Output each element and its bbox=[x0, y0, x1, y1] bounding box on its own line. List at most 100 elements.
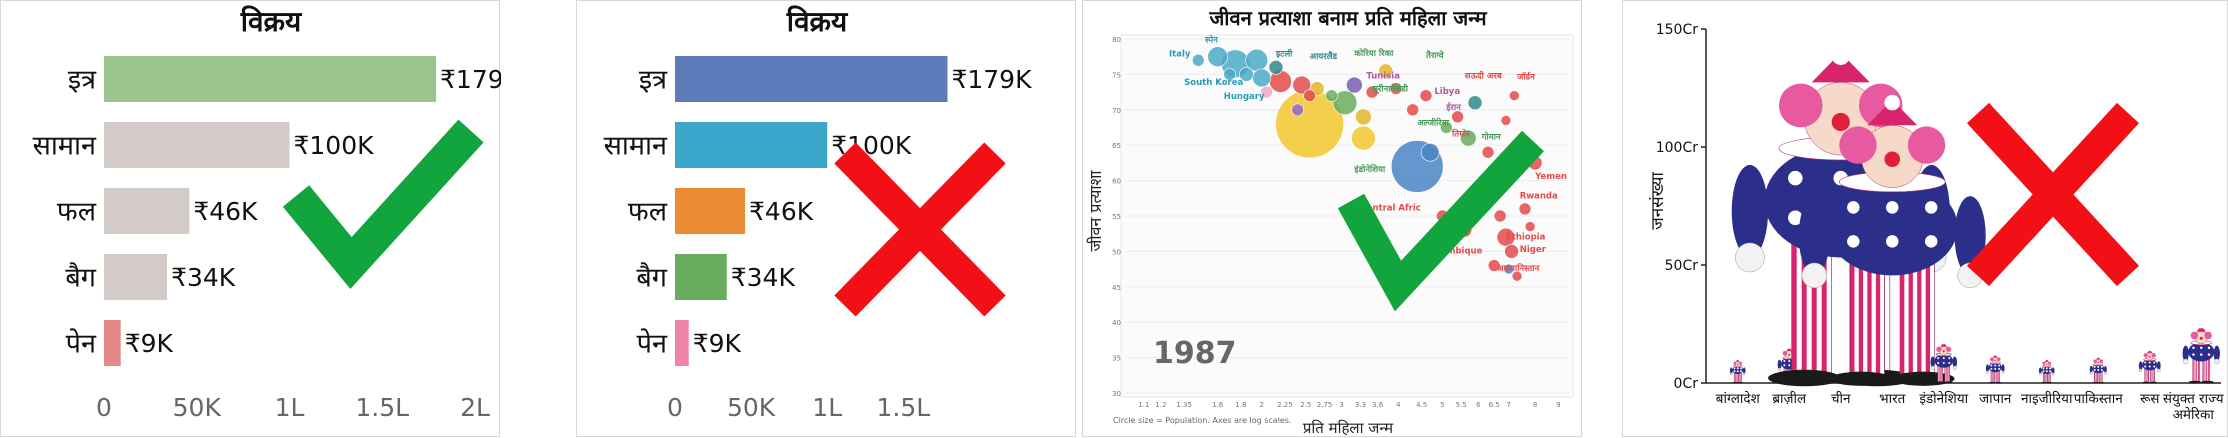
annotation-label: सऊदी अरब bbox=[1464, 71, 1503, 82]
category-label: पाकिस्तान bbox=[2074, 390, 2123, 407]
category-label: जापान bbox=[1979, 391, 2012, 407]
annotation-label: कोरिया रिका bbox=[1353, 48, 1394, 59]
data-point bbox=[1519, 203, 1531, 215]
value-label: ₹179K bbox=[951, 65, 1032, 94]
annotation-label: अफ़गानिस्तान bbox=[1497, 263, 1540, 274]
y-axis-label: जीवन प्रत्याशा bbox=[1086, 170, 1105, 252]
x-tick-label: 4.5 bbox=[1416, 401, 1427, 409]
category-label: पेन bbox=[66, 327, 97, 359]
value-label: ₹34K bbox=[731, 263, 796, 292]
x-tick-label: 3.3 bbox=[1355, 401, 1366, 409]
x-tick-label: 1.8 bbox=[1235, 401, 1246, 409]
data-point bbox=[1421, 143, 1439, 161]
value-label: ₹100K bbox=[294, 131, 375, 160]
category-label: बैग bbox=[65, 261, 96, 293]
category-label: ब्राज़ील bbox=[1772, 390, 1807, 407]
cross-mark-icon bbox=[845, 153, 995, 306]
y-tick-label: 40 bbox=[1112, 319, 1121, 327]
y-axis-label: जनसंख्या bbox=[1648, 172, 1668, 230]
category-label: रूस bbox=[2140, 391, 2160, 407]
clown-figure bbox=[1986, 354, 2005, 383]
x-tick-label: 1.1 bbox=[1138, 401, 1149, 409]
y-tick-label: 65 bbox=[1112, 142, 1121, 150]
category-label: चीन bbox=[1831, 390, 1851, 407]
x-tick-label: 1.6 bbox=[1212, 401, 1224, 409]
y-tick-label: 50 bbox=[1112, 248, 1121, 256]
x-tick-label: 9 bbox=[1556, 401, 1560, 409]
data-point bbox=[1269, 60, 1283, 74]
category-label: इत्र bbox=[639, 64, 668, 95]
annotation-label: Tunisia bbox=[1366, 72, 1400, 82]
annotation-label: इटली bbox=[1275, 49, 1293, 60]
bar bbox=[675, 254, 727, 300]
bar bbox=[675, 320, 689, 366]
annotation-label: आयरलैंड bbox=[1310, 51, 1338, 62]
x-tick-label: 3.6 bbox=[1372, 401, 1384, 409]
annotation-label: तैराग्वे bbox=[1425, 50, 1445, 61]
category-label: सामान bbox=[33, 130, 97, 161]
category-label: बैग bbox=[636, 261, 667, 293]
data-point bbox=[1192, 54, 1204, 66]
data-point bbox=[1494, 210, 1506, 222]
bar-chart-svg: विक्रय इत्र₹179Kसामान₹100Kफल₹46Kबैग₹34Kप… bbox=[577, 1, 1077, 438]
x-tick-label: 2 bbox=[1259, 401, 1263, 409]
year-label: 1987 bbox=[1153, 336, 1237, 371]
x-tick-label: 1.35 bbox=[1176, 401, 1192, 409]
y-tick-label: 100Cr bbox=[1656, 140, 1698, 156]
panel-1-good-bar-chart: विक्रय इत्र ₹179K सामान ₹100K फल ₹46K बैग ₹34K प… bbox=[0, 0, 500, 437]
annotation-label: Italy bbox=[1169, 50, 1191, 60]
annotation-label: सूरीनामेलेडी bbox=[1371, 83, 1409, 94]
y-tick-label: 75 bbox=[1112, 71, 1121, 79]
data-point bbox=[1351, 126, 1375, 150]
data-point bbox=[1509, 91, 1519, 101]
bar bbox=[104, 56, 436, 102]
annotation-label: ईरान bbox=[1445, 102, 1462, 113]
bar bbox=[104, 320, 121, 366]
annotation-label: Niger bbox=[1520, 245, 1547, 255]
data-point bbox=[1482, 146, 1494, 158]
bar bbox=[104, 254, 167, 300]
bar bbox=[675, 56, 947, 102]
data-point bbox=[1525, 222, 1535, 232]
annotation-label: गोमान bbox=[1481, 132, 1502, 143]
value-label: ₹34K bbox=[171, 263, 236, 292]
data-point bbox=[1346, 77, 1362, 93]
y-tick-label: 60 bbox=[1112, 178, 1121, 186]
clown-figure bbox=[2090, 357, 2107, 384]
category-label: फल bbox=[57, 196, 97, 227]
annotation-label: Rwanda bbox=[1520, 191, 1558, 201]
cross-mark-icon bbox=[1978, 113, 2128, 276]
bar bbox=[104, 188, 189, 234]
clown-figure bbox=[1730, 359, 1746, 383]
category-label: इत्र bbox=[68, 64, 97, 95]
value-label: ₹46K bbox=[193, 197, 258, 226]
clown-figure bbox=[2039, 359, 2055, 383]
x-tick-label: 50K bbox=[173, 393, 222, 422]
y-tick-label: 0Cr bbox=[1674, 376, 1699, 392]
value-label: ₹9K bbox=[693, 329, 742, 358]
y-tick-label: 35 bbox=[1112, 355, 1121, 363]
bar bbox=[675, 188, 745, 234]
x-tick-label: 2.5 bbox=[1300, 401, 1311, 409]
x-tick-label: 2.25 bbox=[1277, 401, 1293, 409]
y-tick-label: 55 bbox=[1112, 213, 1121, 221]
x-tick-label: 2L bbox=[460, 393, 490, 422]
category-label: पेन bbox=[637, 327, 668, 359]
value-label: ₹9K bbox=[125, 329, 174, 358]
value-label: ₹179K bbox=[440, 65, 501, 94]
category-label: फल bbox=[628, 196, 668, 227]
x-tick-label: 0 bbox=[96, 393, 112, 422]
x-tick-label: 1.5L bbox=[355, 393, 409, 422]
x-tick-label: 50K bbox=[727, 393, 776, 422]
chart-title: विक्रय bbox=[240, 5, 303, 38]
x-tick-label: 3 bbox=[1339, 401, 1343, 409]
data-point bbox=[1407, 104, 1419, 116]
chart-title: जीवन प्रत्याशा बनाम प्रति महिला जन्म bbox=[1208, 6, 1487, 30]
data-point bbox=[1253, 69, 1271, 87]
clown-figure bbox=[2183, 325, 2220, 383]
